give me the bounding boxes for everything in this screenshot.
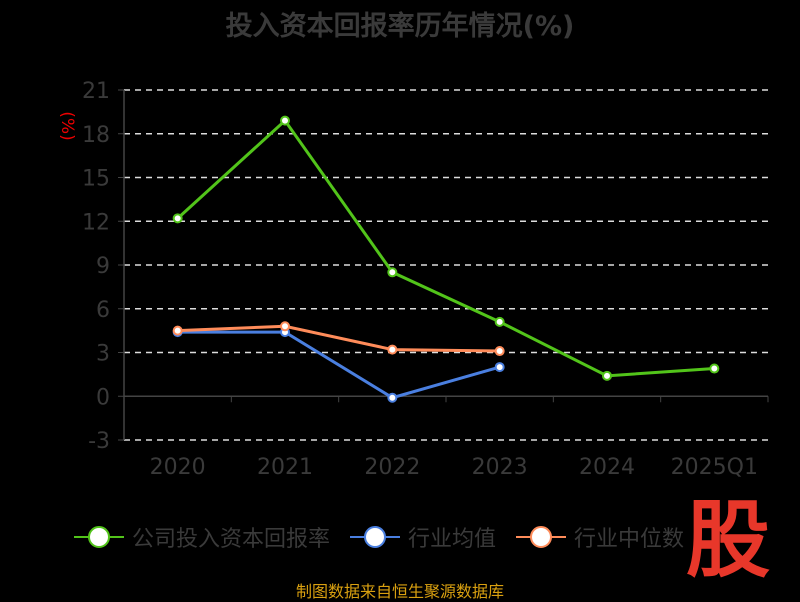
y-tick-label: 21: [82, 79, 110, 104]
legend-label: 行业中位数: [574, 527, 685, 552]
y-tick-label: 18: [82, 123, 110, 148]
y-tick-label: 9: [96, 254, 110, 279]
legend-label: 公司投入资本回报率: [132, 527, 331, 552]
source-note: 制图数据来自恒生聚源数据库: [295, 582, 504, 601]
data-point: [387, 344, 398, 355]
y-tick-label: 12: [82, 210, 110, 235]
x-tick-label: 2020: [150, 455, 206, 480]
legend-item[interactable]: 行业中位数: [516, 521, 684, 553]
series-line-2: [177, 324, 500, 353]
y-tick-label: -3: [88, 429, 110, 454]
y-axis-label: (%): [57, 111, 77, 140]
y-tick-label: 0: [96, 385, 110, 410]
series-line-0: [176, 118, 715, 378]
data-point: [172, 213, 183, 224]
y-tick-label: 3: [96, 342, 110, 367]
x-tick-label: 2024: [579, 455, 635, 480]
data-point: [172, 325, 183, 336]
data-point: [280, 115, 290, 126]
legend-marker-icon: [516, 526, 567, 548]
data-point: [387, 392, 398, 403]
x-tick-label: 2022: [364, 455, 420, 480]
data-point: [494, 346, 505, 357]
legend-marker-icon: [74, 526, 124, 548]
logo-icon: 股: [686, 490, 771, 589]
legend-item[interactable]: 行业均值: [350, 521, 496, 553]
chart-title: 投入资本回报率历年情况(%): [225, 11, 575, 42]
data-point: [280, 321, 290, 332]
data-point: [602, 370, 612, 381]
legend-marker-icon: [350, 526, 401, 548]
data-point: [709, 363, 720, 374]
y-tick-label: 6: [96, 298, 110, 323]
legend-label: 行业均值: [408, 527, 497, 552]
legend: 公司投入资本回报率 行业均值 行业中位数: [74, 521, 684, 553]
data-point: [494, 316, 505, 327]
data-point: [494, 362, 505, 373]
data-point: [387, 267, 398, 278]
x-tick-label: 2025Q1: [671, 455, 758, 480]
legend-item[interactable]: 公司投入资本回报率: [74, 521, 330, 553]
x-tick-label: 2021: [257, 455, 313, 480]
y-tick-label: 15: [82, 167, 110, 192]
x-tick-label: 2023: [472, 455, 528, 480]
series-line-1: [177, 330, 501, 400]
